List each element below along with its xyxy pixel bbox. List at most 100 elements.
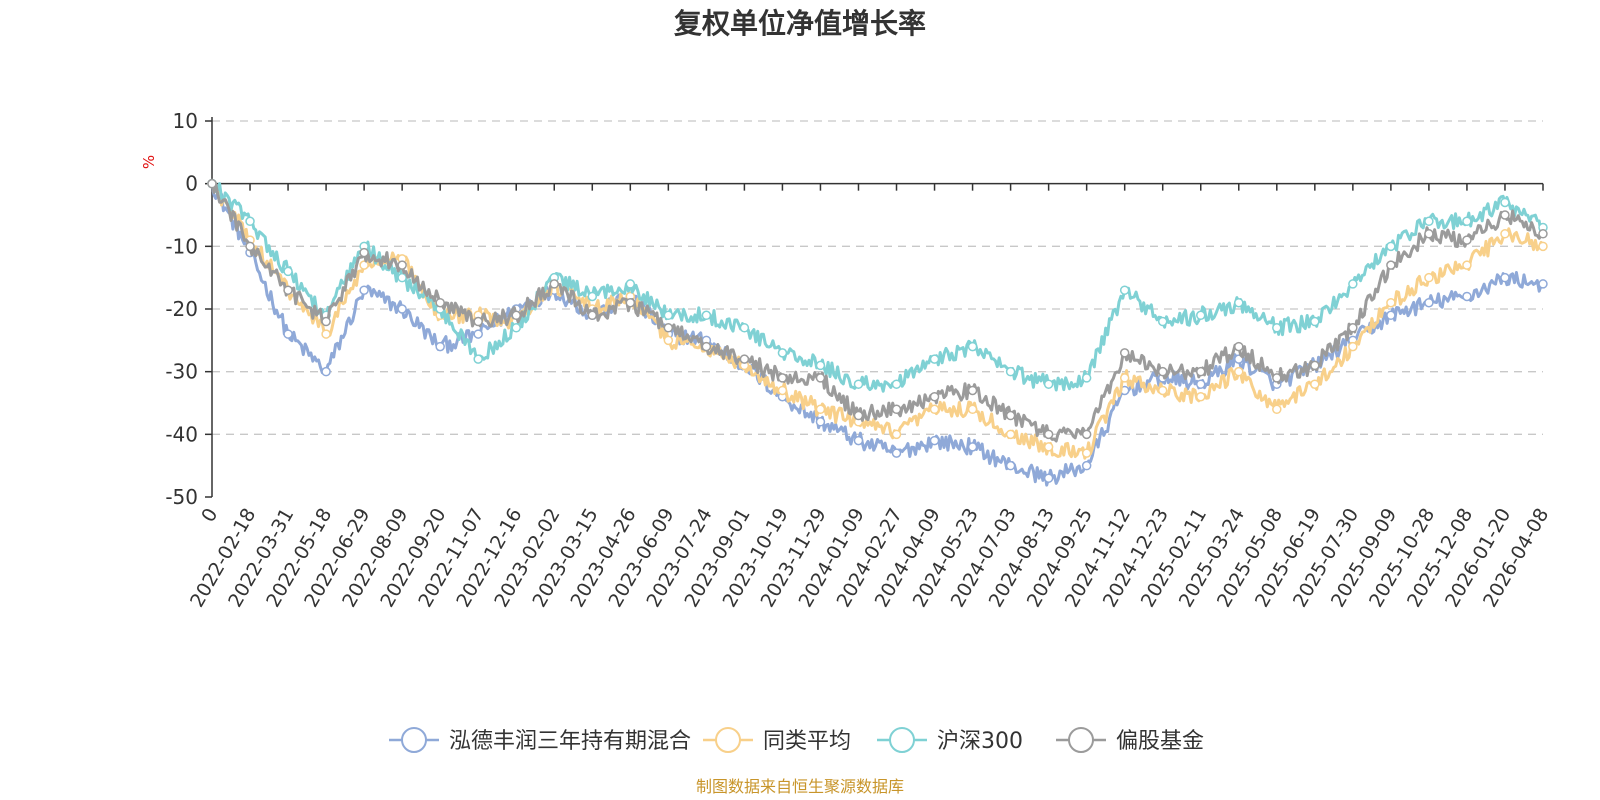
legend-label: 沪深300 bbox=[937, 729, 1023, 754]
data-point bbox=[1005, 366, 1016, 377]
data-point bbox=[1234, 366, 1244, 377]
data-point bbox=[207, 178, 217, 189]
data-point bbox=[663, 335, 674, 346]
data-point bbox=[1500, 272, 1510, 283]
legend-item-1[interactable]: 同类平均 bbox=[703, 727, 851, 754]
data-point bbox=[435, 297, 445, 308]
data-point bbox=[1500, 197, 1510, 208]
data-point bbox=[777, 385, 788, 396]
data-point bbox=[1310, 316, 1320, 327]
series-line-3 bbox=[210, 182, 1545, 443]
data-point bbox=[1386, 241, 1396, 252]
data-point bbox=[1195, 379, 1206, 389]
data-point bbox=[1424, 229, 1434, 239]
data-point bbox=[1005, 460, 1016, 471]
data-point bbox=[1005, 429, 1016, 440]
data-point bbox=[891, 404, 902, 415]
data-point bbox=[1386, 297, 1396, 308]
data-point bbox=[283, 329, 293, 339]
data-point bbox=[245, 241, 255, 252]
data-point bbox=[853, 435, 864, 446]
y-tick-label: 10 bbox=[173, 109, 198, 133]
data-point bbox=[967, 385, 978, 396]
data-point bbox=[625, 279, 636, 289]
data-point bbox=[511, 323, 521, 333]
data-point bbox=[283, 266, 293, 277]
data-point bbox=[1081, 460, 1092, 471]
data-point bbox=[929, 354, 940, 364]
data-point bbox=[1538, 241, 1548, 252]
data-point bbox=[1234, 297, 1244, 308]
series-line-2 bbox=[210, 179, 1545, 393]
y-tick-label: -20 bbox=[165, 297, 198, 321]
data-point bbox=[777, 373, 788, 383]
data-point bbox=[739, 354, 750, 364]
data-point bbox=[1348, 279, 1358, 289]
data-point bbox=[1348, 341, 1358, 352]
y-tick-label: -50 bbox=[165, 485, 198, 509]
data-point bbox=[1272, 373, 1282, 383]
data-point bbox=[321, 366, 331, 377]
y-tick-label: -40 bbox=[165, 422, 198, 446]
data-point bbox=[1424, 297, 1434, 308]
data-point bbox=[815, 417, 826, 427]
data-point bbox=[1043, 442, 1054, 452]
legend-item-3[interactable]: 偏股基金 bbox=[1056, 727, 1204, 754]
legend-marker-icon bbox=[715, 727, 741, 753]
data-point bbox=[1500, 229, 1510, 239]
data-point bbox=[1157, 385, 1168, 396]
data-point bbox=[967, 341, 978, 352]
data-point bbox=[1424, 272, 1434, 283]
data-point bbox=[663, 310, 674, 321]
data-point bbox=[1462, 260, 1472, 270]
axes: 100-10-20-30-40-5002022-02-182022-03-312… bbox=[165, 109, 1553, 611]
data-point bbox=[1119, 373, 1130, 383]
data-point bbox=[549, 279, 560, 289]
data-point bbox=[1195, 310, 1206, 321]
legend-item-0[interactable]: 泓德丰润三年持有期混合 bbox=[389, 727, 691, 754]
y-tick-label: -30 bbox=[165, 360, 198, 384]
legend-label: 泓德丰润三年持有期混合 bbox=[449, 729, 691, 754]
legend-marker-icon bbox=[401, 727, 427, 753]
legend: 泓德丰润三年持有期混合 同类平均 沪深300 偏股基金 bbox=[389, 727, 1204, 754]
data-point bbox=[1348, 323, 1358, 333]
data-point bbox=[359, 285, 369, 295]
data-point bbox=[1500, 210, 1510, 220]
data-point bbox=[625, 297, 636, 308]
data-point bbox=[815, 360, 826, 371]
data-point bbox=[853, 379, 864, 389]
data-point bbox=[815, 404, 826, 415]
data-point bbox=[587, 291, 598, 302]
data-point bbox=[701, 310, 712, 321]
y-tick-label: 0 bbox=[185, 172, 198, 196]
chart-title: 复权单位净值增长率 bbox=[674, 7, 926, 40]
data-point bbox=[1005, 410, 1016, 421]
data-point bbox=[929, 391, 940, 402]
data-point bbox=[473, 329, 483, 339]
data-point bbox=[891, 379, 902, 389]
data-point bbox=[359, 247, 369, 258]
legend-label: 同类平均 bbox=[763, 729, 851, 754]
data-point bbox=[1462, 235, 1472, 245]
data-point bbox=[245, 216, 255, 227]
data-point bbox=[473, 316, 483, 327]
legend-item-2[interactable]: 沪深300 bbox=[877, 727, 1023, 754]
data-point bbox=[701, 341, 712, 352]
data-point bbox=[967, 404, 978, 415]
series-lines bbox=[207, 178, 1548, 487]
legend-marker-icon bbox=[1068, 727, 1094, 753]
data-point bbox=[397, 272, 407, 283]
data-point bbox=[511, 310, 521, 321]
data-point bbox=[1043, 473, 1054, 483]
data-point bbox=[891, 448, 902, 458]
data-point bbox=[1272, 404, 1282, 415]
legend-label: 偏股基金 bbox=[1116, 729, 1204, 754]
data-point bbox=[1157, 366, 1168, 377]
data-point bbox=[1157, 316, 1168, 327]
data-point bbox=[397, 260, 407, 270]
data-point bbox=[321, 329, 331, 339]
data-point bbox=[1081, 429, 1092, 440]
data-point bbox=[1310, 360, 1320, 371]
data-point bbox=[435, 341, 445, 352]
